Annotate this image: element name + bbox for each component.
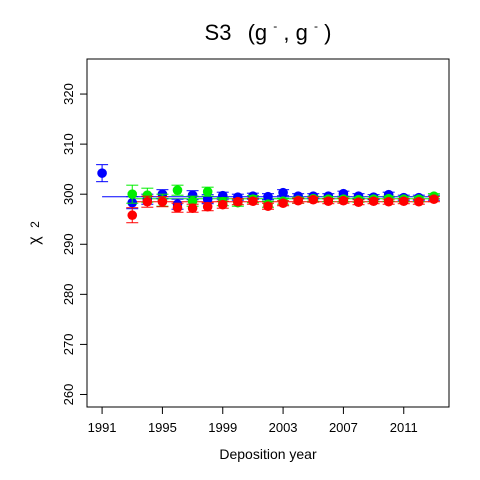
data-point xyxy=(263,191,273,202)
y-tick-label: 310 xyxy=(61,133,76,155)
y-tick-label: 260 xyxy=(61,384,76,406)
data-point xyxy=(278,198,288,209)
y-axis-label-base: χ xyxy=(26,236,43,245)
data-point xyxy=(172,185,183,195)
data-point xyxy=(248,196,258,207)
y-tick-label: 280 xyxy=(61,283,76,305)
data-point xyxy=(233,196,243,207)
x-axis-label: Deposition year xyxy=(219,446,317,462)
data-point xyxy=(127,189,138,199)
data-point xyxy=(353,197,364,208)
data-point xyxy=(263,201,273,212)
data-point xyxy=(142,196,153,207)
chart-title: S3 (g - , g - ) xyxy=(205,10,332,45)
y-tick-label: 300 xyxy=(61,183,76,205)
plot-frame xyxy=(86,58,450,408)
x-tick-label: 1991 xyxy=(88,420,117,435)
y-tick-label: 270 xyxy=(61,334,76,356)
data-point xyxy=(187,203,198,214)
data-point xyxy=(338,195,349,206)
data-points xyxy=(96,164,440,224)
data-point xyxy=(202,186,213,197)
data-point xyxy=(278,187,288,198)
chart-title-args: (g xyxy=(248,20,268,45)
data-point xyxy=(157,196,168,207)
x-tick-label: 1995 xyxy=(148,420,177,435)
data-point xyxy=(368,196,379,207)
x-tick-label: 2003 xyxy=(269,420,298,435)
y-tick-label: 320 xyxy=(61,83,76,105)
x-tick-label: 2011 xyxy=(390,420,418,435)
data-point xyxy=(308,194,319,205)
data-point xyxy=(172,202,183,213)
data-point xyxy=(217,199,228,210)
data-point xyxy=(398,196,409,207)
data-point xyxy=(187,196,198,207)
data-point xyxy=(323,196,334,207)
data-point xyxy=(429,194,439,205)
data-point xyxy=(127,210,138,221)
chart-title-sup-2: - xyxy=(314,19,318,33)
chart-title-sup-1: - xyxy=(273,19,277,33)
x-tick-label: 2007 xyxy=(329,420,358,435)
chart-title-close: ) xyxy=(324,20,331,45)
data-point xyxy=(383,196,394,207)
y-axis: 260 270 280 290 300 310 320 xyxy=(61,83,88,406)
data-point xyxy=(202,194,213,205)
data-point xyxy=(97,168,107,178)
chart-title-sep: , g xyxy=(283,20,307,45)
x-tick-label: 1999 xyxy=(208,420,237,435)
data-point xyxy=(414,196,424,207)
data-point xyxy=(293,195,303,206)
chart-title-main: S3 xyxy=(205,20,232,45)
y-axis-label-sup: 2 xyxy=(28,221,42,228)
y-tick-label: 290 xyxy=(61,233,76,255)
x-axis: 1991 1995 1999 2003 2007 2011 xyxy=(88,406,418,435)
data-point xyxy=(202,201,213,212)
y-axis-label: χ 2 xyxy=(26,221,43,245)
